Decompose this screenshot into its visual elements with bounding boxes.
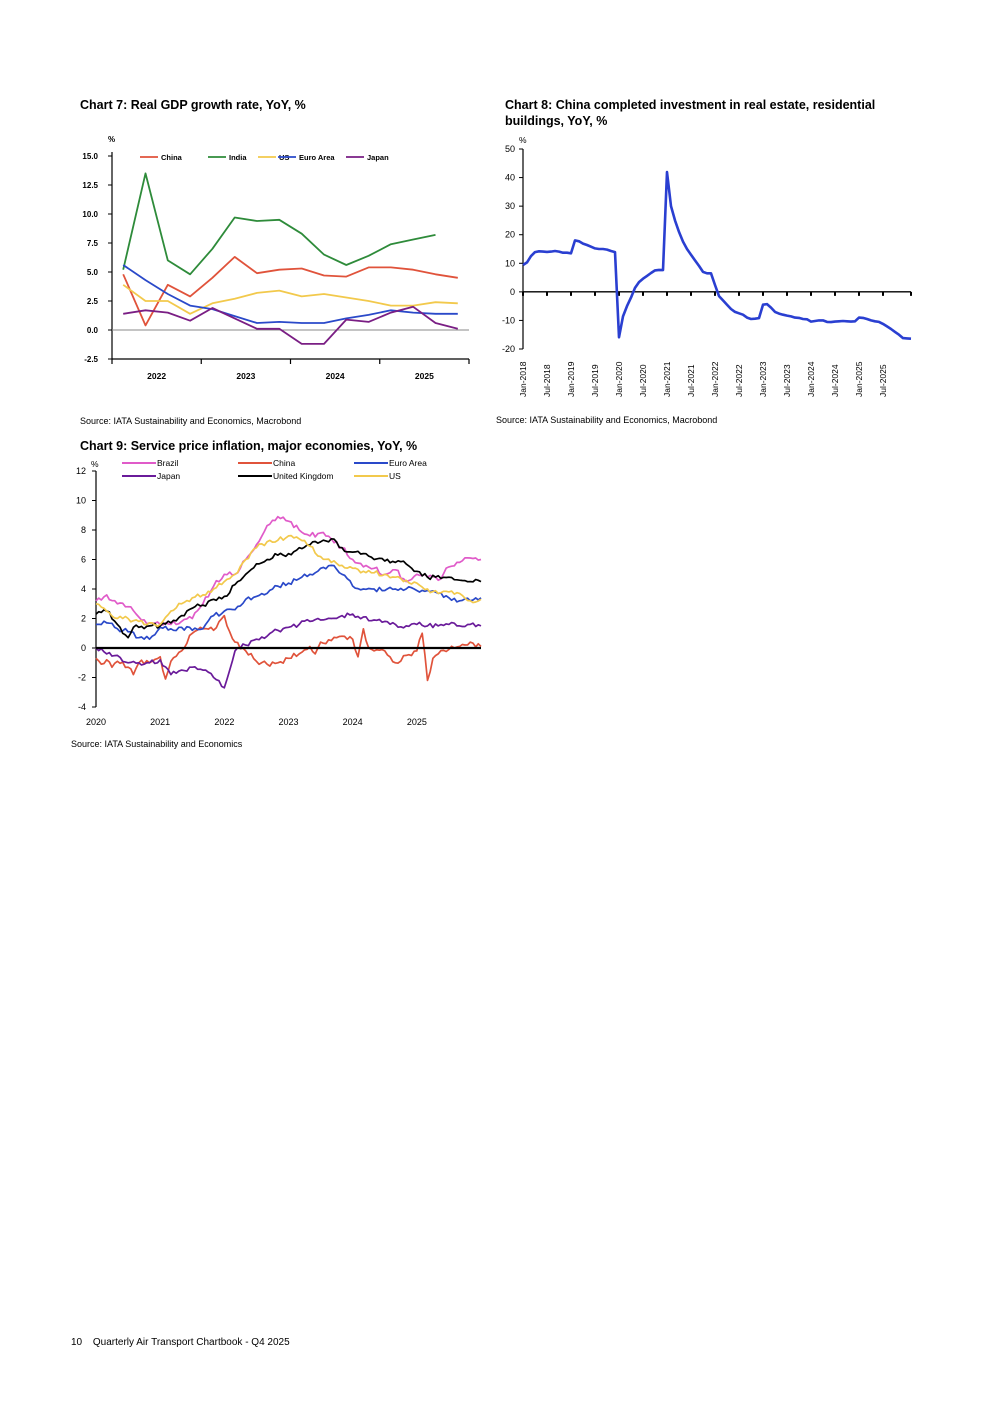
chart8-y-tick-label: 10: [505, 258, 515, 268]
chart8-x-tick-label: Jan-2023: [758, 361, 768, 397]
chart8-x-tick-label: Jul-2023: [782, 364, 792, 397]
chart7-x-tick-label: 2024: [326, 371, 345, 381]
chart8-x-tick-label: Jan-2025: [854, 361, 864, 397]
chart9-legend-label: China: [273, 458, 295, 468]
chart8-x-tick-label: Jul-2025: [878, 364, 888, 397]
chart7-legend-label: Euro Area: [299, 153, 335, 162]
chart8-unit-label: %: [519, 135, 527, 145]
footer-title: Quarterly Air Transport Chartbook - Q4 2…: [92, 1337, 290, 1348]
page-number: 10: [71, 1337, 83, 1348]
chart7-source: Source: IATA Sustainability and Economic…: [80, 416, 302, 426]
chart8-title: Chart 8: China completed investment in r…: [505, 98, 876, 128]
chart8-x-tick-label: Jan-2019: [566, 361, 576, 397]
chart7-x-tick-label: 2022: [147, 371, 166, 381]
chart8-y-tick-label: 0: [510, 287, 515, 297]
chart8-x-tick-label: Jul-2019: [590, 364, 600, 397]
chart8-x-tick-label: Jan-2022: [710, 361, 720, 397]
chart9-y-tick-label: 6: [81, 555, 86, 565]
chart8-series-line: [522, 170, 912, 340]
chart7-y-tick-label: 5.0: [87, 268, 99, 277]
chart9-y-tick-label: -4: [78, 702, 86, 712]
chart7-y-tick-label: 15.0: [82, 152, 98, 161]
chart9-legend-label: Euro Area: [389, 458, 427, 468]
chart8-y-tick-label: -20: [502, 344, 515, 354]
chart8-y-tick-label: 50: [505, 144, 515, 154]
chart9-x-tick-label: 2021: [150, 717, 170, 727]
chart8-y-tick-label: 30: [505, 201, 515, 211]
chart9-legend-label: Japan: [157, 471, 180, 481]
chart7-x-tick-label: 2023: [236, 371, 255, 381]
chart8-x-tick-label: Jan-2024: [806, 361, 816, 397]
chart9-unit-label: %: [91, 459, 99, 469]
chart8-x-tick-label: Jan-2020: [614, 361, 624, 397]
chart9-series-line: [95, 534, 482, 628]
chart9-y-tick-label: 10: [76, 496, 86, 506]
chart9-source: Source: IATA Sustainability and Economic…: [71, 739, 243, 749]
chart8-x-tick-label: Jan-2018: [518, 361, 528, 397]
chart8-y-tick-label: 20: [505, 230, 515, 240]
chart7-y-tick-label: 2.5: [87, 297, 99, 306]
chart7-series-line: [122, 264, 458, 324]
chart8-y-tick-label: 40: [505, 173, 515, 183]
chart8-x-tick-label: Jul-2021: [686, 364, 696, 397]
chart9-legend-label: Brazil: [157, 458, 178, 468]
chart7-legend-label: China: [161, 153, 183, 162]
chart7-legend-label: India: [229, 153, 247, 162]
chart7-y-tick-label: -2.5: [84, 355, 98, 364]
chart9-legend-label: United Kingdom: [273, 471, 333, 481]
chart7-svg: % -2.5 0.0 2.5 5.0 7.5 10.0 12.5 15.0 2022 2023 202…: [82, 135, 470, 381]
chart9-y-tick-label: -2: [78, 673, 86, 683]
chart9-series-line: [95, 564, 482, 641]
chart9-y-tick-label: 2: [81, 614, 86, 624]
chart8-svg: % -20 -10 0 10 20 30 40 50 Jan-2018 Jul-2018 Jan-20…: [502, 135, 912, 397]
chart7-series-line: [122, 284, 458, 315]
chart9-series-line: [95, 515, 482, 626]
chart7-y-tick-label: 10.0: [82, 210, 98, 219]
chart7-title: Chart 7: Real GDP growth rate, YoY, %: [80, 98, 306, 112]
chart9-series-line: [95, 614, 482, 682]
chart7-y-tick-label: 12.5: [82, 181, 98, 190]
chart7-series-line: [122, 255, 458, 327]
chart7-y-tick-label: 7.5: [87, 239, 99, 248]
page-footer: 10 Quarterly Air Transport Chartbook - Q…: [71, 1337, 298, 1349]
chart9-x-tick-label: 2024: [343, 717, 363, 727]
chart9-y-tick-label: 12: [76, 466, 86, 476]
chart9-y-tick-label: 0: [81, 643, 86, 653]
chart9-x-tick-label: 2020: [86, 717, 106, 727]
chart8-x-tick-label: Jul-2024: [830, 364, 840, 397]
chart9-x-tick-label: 2022: [214, 717, 234, 727]
chart8-x-tick-label: Jul-2018: [542, 364, 552, 397]
chart9-title: Chart 9: Service price inflation, major …: [80, 439, 418, 453]
chart7-unit-label: %: [108, 135, 115, 144]
chart9-x-tick-label: 2025: [407, 717, 427, 727]
chart7-series-line: [122, 172, 436, 276]
chart7-legend-label: Japan: [367, 153, 389, 162]
chart9-x-tick-label: 2023: [278, 717, 298, 727]
chart9-y-tick-label: 4: [81, 584, 86, 594]
chart9-svg: % -4 -2 0 2 4 6 8 10 12 2020 2021 2022 2023 2024 2025 Br…: [76, 458, 482, 727]
chart7-x-tick-label: 2025: [415, 371, 434, 381]
chart9-y-tick-label: 8: [81, 525, 86, 535]
chart8-x-tick-label: Jul-2020: [638, 364, 648, 397]
chart8-source: Source: IATA Sustainability and Economic…: [496, 415, 718, 425]
chart7-series-line: [123, 305, 459, 345]
chart8-y-tick-label: -10: [502, 315, 515, 325]
chart9-series-line: [95, 537, 482, 639]
chart8-x-tick-label: Jul-2022: [734, 364, 744, 397]
chart9-legend-label: US: [389, 471, 401, 481]
chart9-series-line: [95, 612, 482, 689]
chart7-y-tick-label: 0.0: [87, 326, 99, 335]
chart8-x-tick-label: Jan-2021: [662, 361, 672, 397]
